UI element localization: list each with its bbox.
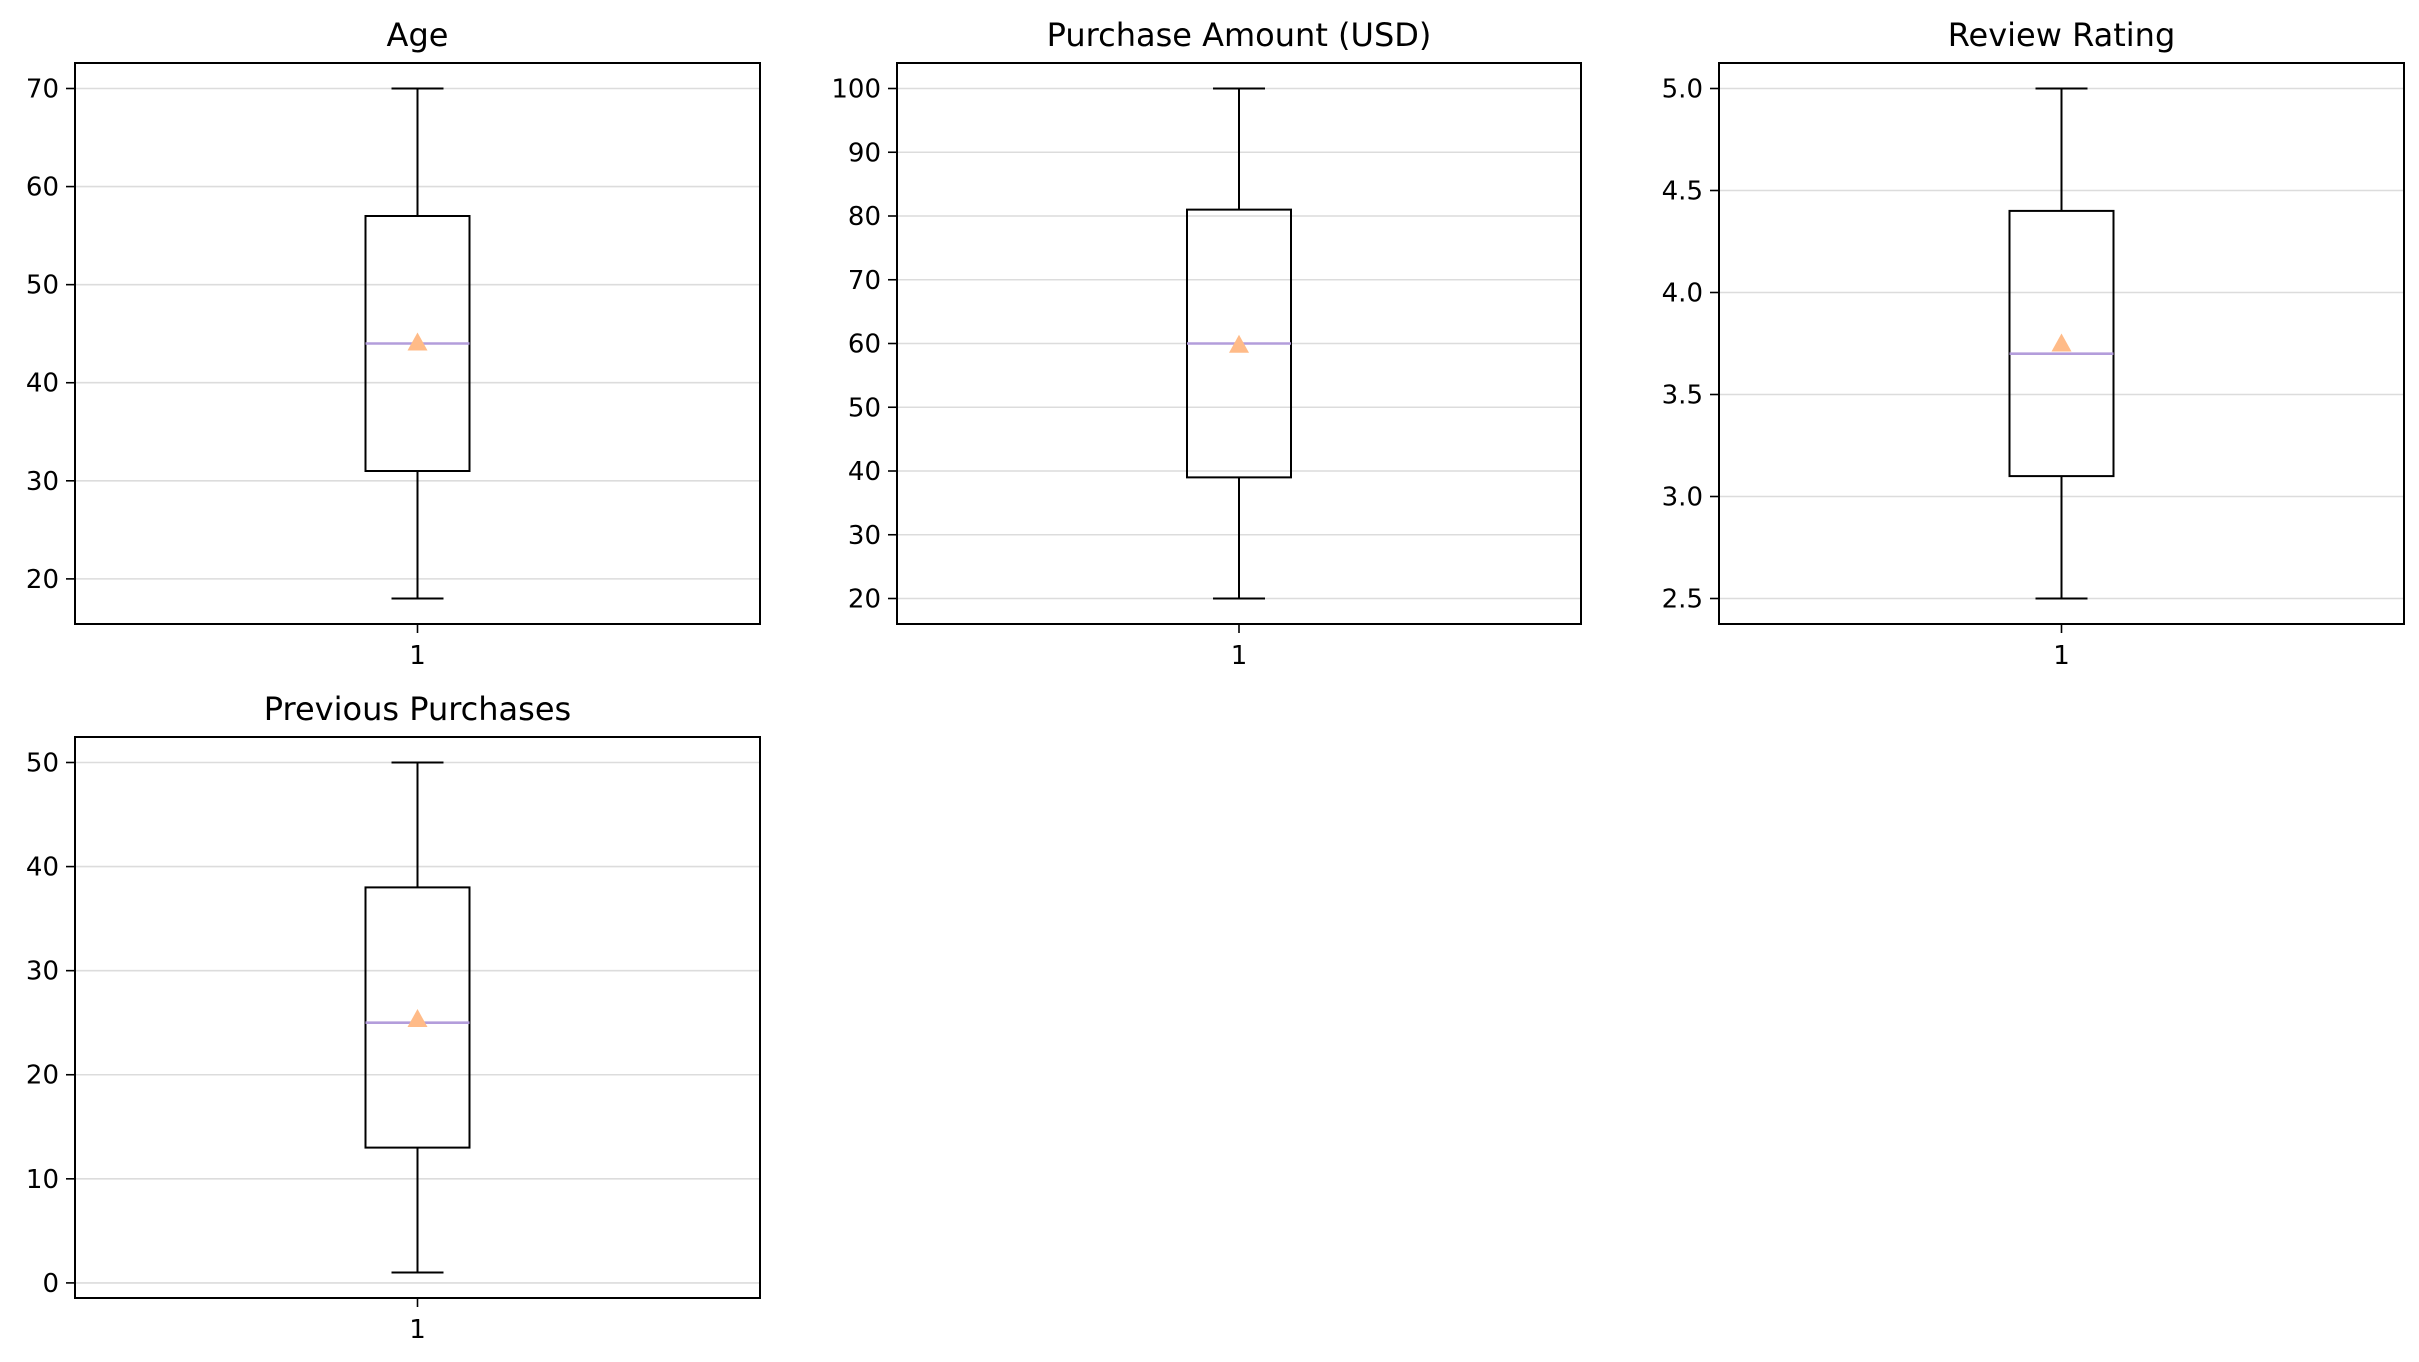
mean-marker [407,1009,428,1028]
y-tick-label: 40 [26,369,59,399]
iqr-box [2008,209,2115,478]
x-tick-label: 1 [409,1315,426,1345]
boxplot-panel-2: 20 30 40 50 60 70 80 90 100 1 Purchase Amount (USD… [831,16,1582,671]
chart-title: Previous Purchases [264,690,571,728]
boxplot-panel-1: 20 30 40 50 60 70 1 Age [26,16,761,671]
iqr-box [364,886,471,1149]
x-tick-label: 1 [409,641,426,671]
y-tick-label: 3.5 [1662,381,1703,411]
y-tick-label: 90 [848,138,881,168]
x-tick-label: 1 [1231,641,1248,671]
y-tick-label: 30 [848,521,881,551]
y-tick-label: 10 [26,1165,59,1195]
y-tick-label: 40 [26,853,59,883]
y-tick-label: 20 [26,1061,59,1091]
chart-title: Review Rating [1948,16,2176,54]
chart-title: Age [387,16,449,54]
y-tick-label: 2.5 [1662,585,1703,615]
y-tick-label: 80 [848,202,881,232]
y-tick-label: 70 [26,75,59,105]
y-tick-label: 60 [26,173,59,203]
y-tick-label: 50 [26,271,59,301]
y-tick-label: 3.0 [1662,483,1703,513]
mean-marker [407,332,428,351]
chart-title: Purchase Amount (USD) [1047,16,1432,54]
boxplot-panel-3: 2.5 3.0 3.5 4.0 4.5 5.0 1 Review Rating [1662,16,2405,671]
y-tick-label: 100 [831,75,881,105]
y-tick-label: 40 [848,457,881,487]
y-tick-label: 50 [848,393,881,423]
y-tick-label: 60 [848,330,881,360]
y-tick-label: 20 [26,565,59,595]
x-tick-label: 1 [2053,641,2070,671]
y-tick-label: 0 [42,1269,59,1299]
y-tick-label: 70 [848,266,881,296]
y-tick-label: 5.0 [1662,75,1703,105]
y-tick-label: 50 [26,749,59,779]
y-tick-label: 30 [26,957,59,987]
y-tick-label: 4.5 [1662,177,1703,207]
y-tick-label: 4.0 [1662,279,1703,309]
boxplot-panel-4: 0 10 20 30 40 50 1 Previous Purchases [26,690,761,1345]
mean-marker [1229,334,1249,353]
mean-marker [2051,333,2072,352]
y-tick-label: 30 [26,467,59,497]
y-tick-label: 20 [848,585,881,615]
